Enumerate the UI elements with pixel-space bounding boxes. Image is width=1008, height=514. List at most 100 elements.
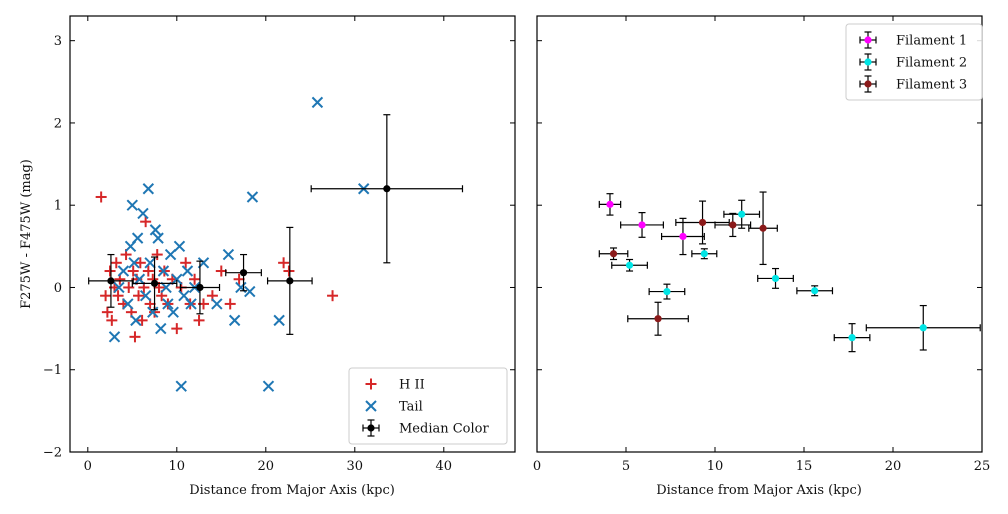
right-x-axis-label: Distance from Major Axis (kpc) [656,483,862,498]
right-xtick-label-2: 10 [707,459,724,474]
left-legend: H II Tail Median Color [348,367,508,445]
left-xtick-label-2: 20 [258,459,275,474]
left-ytick-label-5: 3 [54,34,62,49]
left-series-2-point-4-dot [286,277,294,285]
right-series-0 [598,193,705,256]
right-legend-label-1: Filament 2 [896,56,967,71]
right-series-1 [611,199,981,353]
left-series-1-point-35-b [246,191,259,203]
left-series-1-point-24-b [173,240,186,253]
left-series-1-point-9-b [133,273,146,285]
right-legend-marker-2-dot [864,80,872,88]
left-series-1-point-12-b [142,183,155,195]
left-series-2-point-3-dot [239,269,248,277]
right-legend-label-2: Filament 3 [896,78,967,93]
left-series-1-point-1-b [113,281,125,294]
left-plot-data [88,96,464,392]
right-series-1-point-1-dot [663,287,671,296]
left-series-1-point-14-b [147,306,159,318]
left-series-group [88,96,464,392]
left-series-1-point-32-b [222,248,235,261]
right-xtick-label-4: 20 [885,459,902,474]
right-series-2-point-4-dot [759,224,767,232]
right-series-0-point-1-dot [638,221,646,229]
left-xtick-label-3: 30 [347,459,364,474]
left-series-1-point-11-b [139,289,152,302]
left-xtick-label-4: 40 [436,459,453,474]
right-series-2-point-1-dot [654,315,662,323]
right-xtick-label-0: 0 [533,459,541,474]
left-series-1-point-36-b [244,285,256,298]
left-series-2-point-5-dot [383,185,391,193]
left-ytick-label-2: 0 [54,281,62,296]
left-legend-label-1: Tail [399,400,423,415]
right-series-1-point-3-dot [738,210,746,218]
left-series-1-point-0-b [108,331,121,343]
right-series-0-point-2-dot [679,232,687,241]
left-legend-label-2: Median Color [399,422,489,437]
left-series-0 [95,191,339,343]
left-series-1-point-6-b [128,257,140,269]
left-series-1-point-3-b [122,298,134,310]
left-series-2-point-0-dot [107,277,115,285]
right-series-1-point-0-dot [625,261,634,269]
left-series-1-point-33-b [228,314,241,327]
left-series-1-point-16-b [152,232,164,244]
right-legend-label-0: Filament 1 [896,34,967,49]
right-axes-frame [536,15,983,453]
right-series-1-point-5-dot [811,287,819,295]
left-legend-box [348,367,508,445]
left-ticks: 0 10 20 30 40 −2 −1 0 1 2 3 [43,16,515,474]
right-plot-data [598,191,981,353]
right-series-2-point-3-dot [729,221,737,229]
left-series-1-point-17-b [155,322,167,335]
right-xtick-label-5: 25 [974,459,991,474]
left-series-1-point-2-b [117,265,130,277]
left-series-1-point-25-b [175,380,187,392]
left-series-1-point-34-b [235,281,247,294]
right-legend-box [845,23,983,101]
right-xtick-label-1: 5 [622,459,630,474]
left-axes-frame [69,15,516,453]
left-series-1-point-15-b [149,224,162,236]
left-series-2 [88,114,464,335]
right-series-1-point-6-dot [848,334,856,342]
right-series-group [598,191,981,353]
left-ytick-label-3: 1 [54,199,62,214]
left-series-1-point-18-b [157,265,170,277]
right-legend: Filament 1 Filament 2 Filament 3 [845,23,983,101]
left-ytick-label-4: 2 [54,116,62,131]
right-ticks: 0 5 10 15 20 25 [533,16,990,474]
left-y-axis-label: F275W - F475W (mag) [19,159,34,309]
left-series-2-point-1-dot [150,279,159,287]
right-legend-marker-0-dot [864,36,872,44]
right-series-2 [598,191,778,336]
left-series-1-point-5-b [126,199,139,211]
left-series-1-point-39-b [311,96,324,109]
left-series-1 [108,96,370,392]
left-series-1-point-26-b [178,289,190,302]
right-legend-marker-1-dot [864,58,872,66]
left-x-axis-label: Distance from Major Axis (kpc) [189,483,395,498]
left-series-2-point-2-dot [196,283,204,292]
right-xtick-label-3: 15 [796,459,813,474]
left-legend-label-0: H II [399,378,425,393]
right-series-0-point-0-dot [606,200,614,208]
left-series-1-point-28-b [185,298,197,310]
left-panel: 0 10 20 30 40 −2 −1 0 1 2 3 Distance from Major Ax… [19,15,516,498]
left-series-1-point-20-b [162,298,174,310]
right-panel: 0 5 10 15 20 25 Distance from Major Axis (kpc… [533,15,990,498]
left-ytick-label-1: −1 [43,363,62,378]
left-legend-marker-1-b [365,400,377,412]
left-xtick-label-0: 0 [84,459,92,474]
left-series-1-point-10-b [137,207,149,220]
left-series-1-point-13-b [144,257,156,269]
left-series-1-point-22-b [167,306,179,318]
right-series-2-point-0-dot [609,250,618,258]
left-series-1-point-21-b [164,248,177,261]
right-series-1-point-4-dot [771,274,780,283]
right-series-1-point-7-dot [919,324,927,332]
right-series-1-point-2-dot [700,250,708,258]
left-legend-marker-2-dot [367,424,375,432]
